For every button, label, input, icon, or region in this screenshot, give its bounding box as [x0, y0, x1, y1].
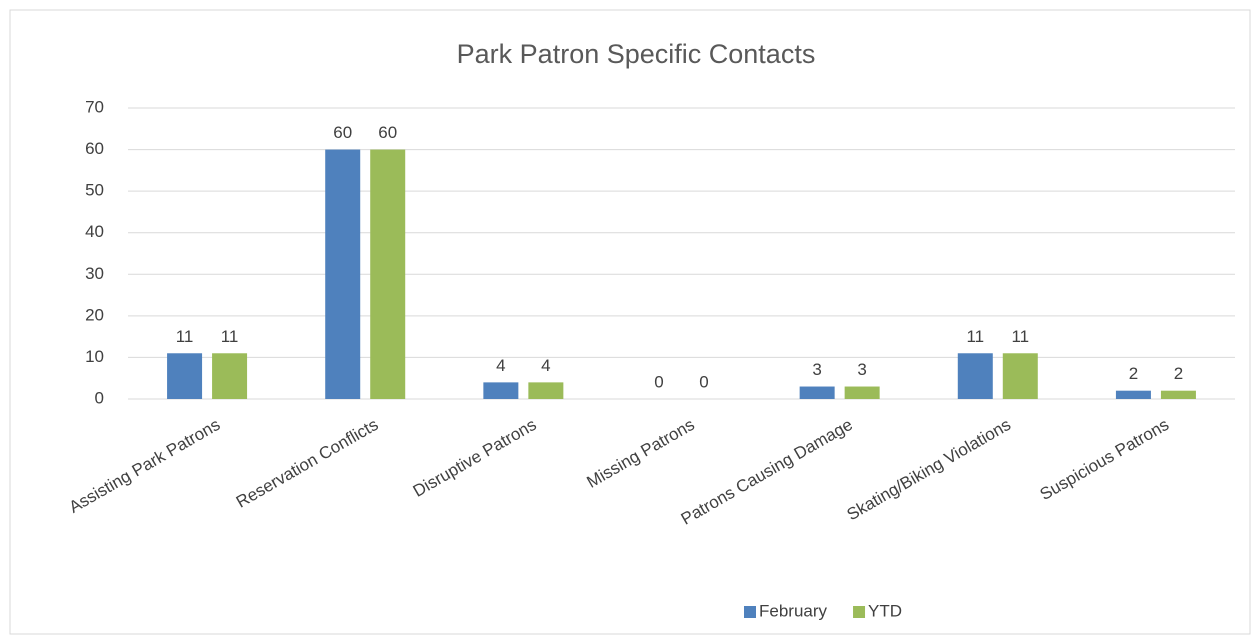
data-label: 60 [333, 123, 352, 142]
data-label: 11 [1011, 327, 1029, 346]
bar [370, 149, 406, 399]
data-label: 11 [221, 327, 239, 346]
data-label: 60 [378, 123, 397, 142]
bar [1115, 390, 1151, 399]
legend-label: YTD [868, 601, 902, 620]
legend-swatch [744, 606, 756, 618]
y-tick-label: 60 [85, 139, 104, 158]
bar [167, 353, 203, 399]
y-tick-label: 40 [85, 222, 104, 241]
bar [325, 149, 361, 399]
data-label: 2 [1174, 364, 1183, 383]
data-label: 3 [812, 360, 821, 379]
data-label: 0 [699, 372, 708, 391]
data-label: 0 [654, 372, 663, 391]
y-tick-label: 10 [85, 347, 104, 366]
y-tick-label: 0 [95, 388, 104, 407]
bar [528, 382, 564, 399]
legend-label: February [759, 601, 828, 620]
bar [1160, 390, 1196, 399]
bar [1002, 353, 1038, 399]
data-label: 11 [966, 327, 984, 346]
data-label: 2 [1129, 364, 1138, 383]
bar [799, 386, 835, 399]
bar [957, 353, 993, 399]
data-label: 4 [496, 356, 505, 375]
data-label: 4 [541, 356, 550, 375]
y-tick-label: 20 [85, 305, 104, 324]
chart-title: Park Patron Specific Contacts [457, 39, 816, 69]
data-label: 3 [857, 360, 866, 379]
y-tick-label: 50 [85, 181, 104, 200]
chart-border [9, 9, 1251, 635]
bar [212, 353, 248, 399]
data-label: 11 [176, 327, 194, 346]
bar [483, 382, 519, 399]
bar [844, 386, 880, 399]
legend-swatch [853, 606, 866, 618]
y-tick-label: 30 [85, 264, 104, 283]
y-tick-label: 70 [85, 97, 104, 116]
